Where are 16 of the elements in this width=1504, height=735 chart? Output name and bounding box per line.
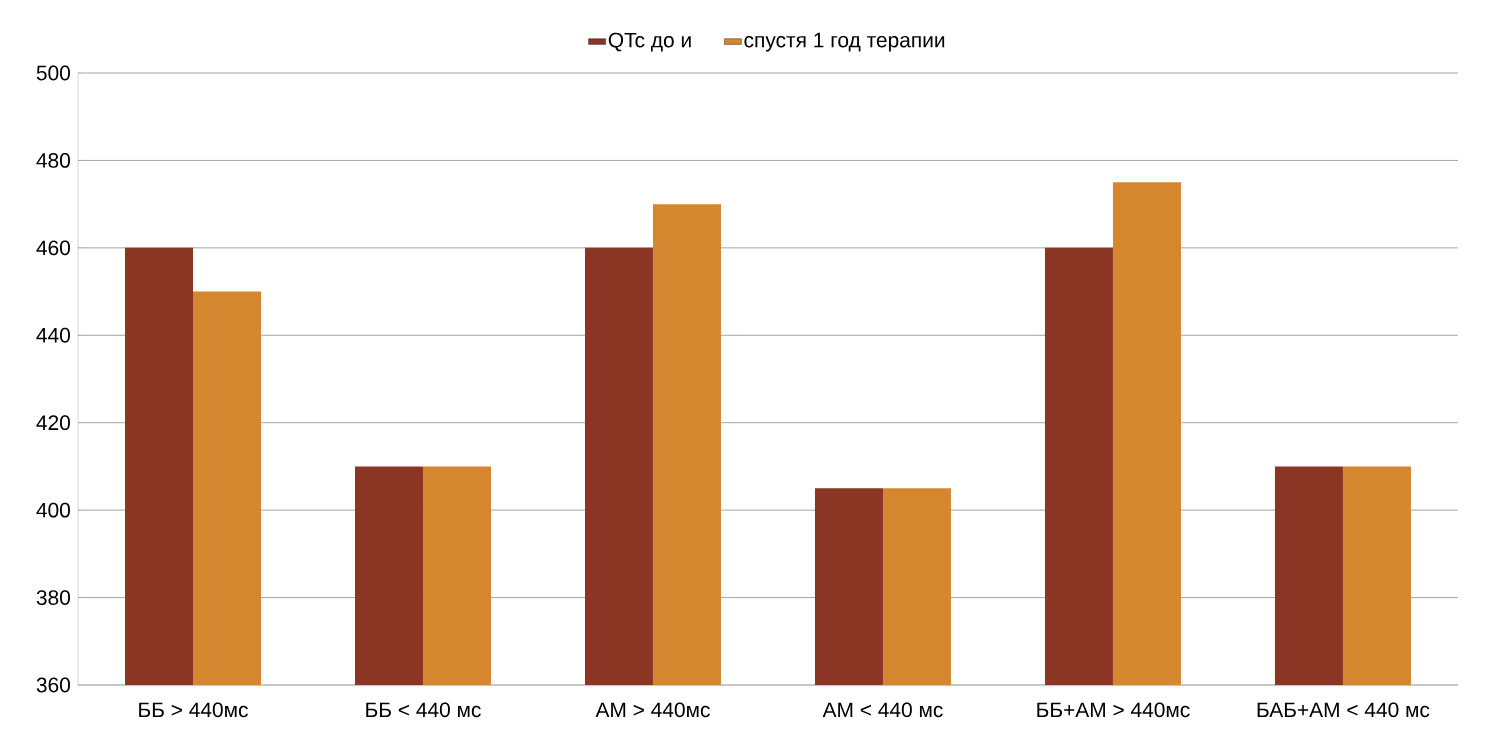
y-tick-label: 420 bbox=[36, 415, 70, 431]
x-tick-label: ББ+АМ > 440мс bbox=[1037, 702, 1190, 718]
y-tick-label: 500 bbox=[36, 65, 70, 81]
legend-label: QTc до и bbox=[608, 32, 691, 52]
x-tick-label: АМ < 440 мс bbox=[822, 702, 943, 718]
x-tick-label: ББ > 440мс bbox=[139, 702, 248, 718]
x-tick-label: ББ < 440 мс bbox=[366, 702, 481, 718]
legend-label: спустя 1 год терапии bbox=[744, 32, 945, 52]
x-tick-label: БАБ+АМ < 440 мс bbox=[1257, 702, 1430, 718]
x-tick-label: АМ > 440мс bbox=[595, 702, 710, 718]
y-tick-label: 480 bbox=[36, 153, 70, 168]
y-tick-label: 460 bbox=[36, 240, 70, 256]
y-tick-label: 440 bbox=[36, 327, 70, 343]
y-tick-label: 380 bbox=[36, 590, 70, 605]
y-tick-label: 360 bbox=[36, 677, 70, 693]
y-tick-label: 400 bbox=[36, 502, 70, 518]
